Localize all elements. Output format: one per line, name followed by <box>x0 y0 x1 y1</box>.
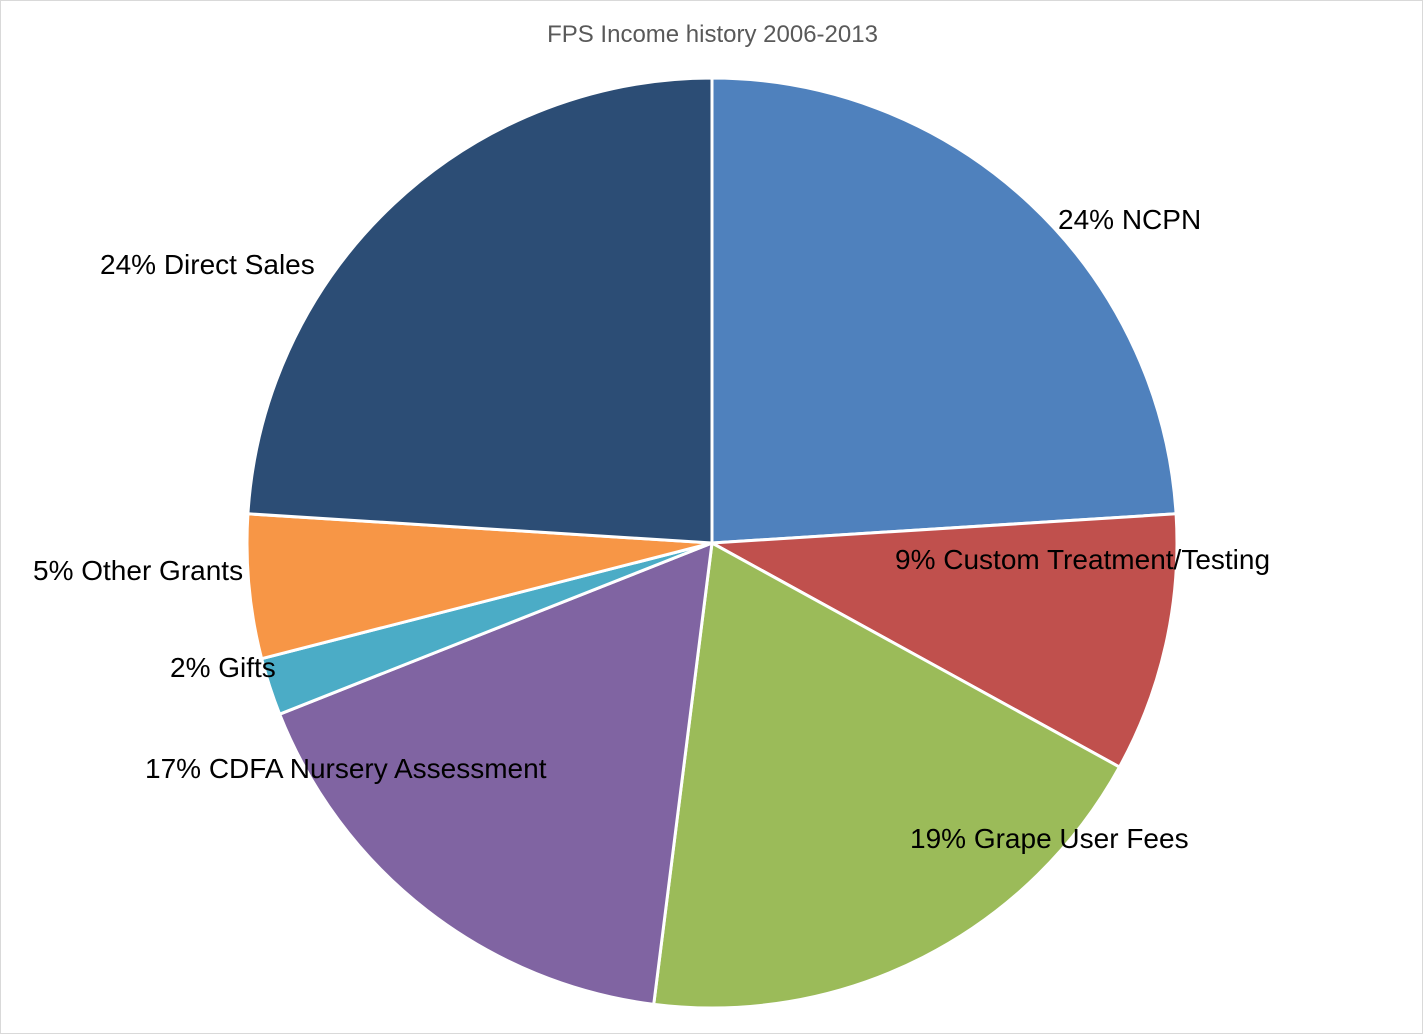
pie-slice-ncpn <box>710 76 1178 545</box>
pie-slices <box>245 76 1179 1010</box>
data-label-custom-treatment-testing: 9% Custom Treatment/Testing <box>895 544 1270 575</box>
data-label-gifts: 2% Gifts <box>170 652 276 683</box>
data-label-ncpn: 24% NCPN <box>1058 204 1201 235</box>
data-label-cdfa-nursery-assessment: 17% CDFA Nursery Assessment <box>145 753 547 784</box>
data-label-direct-sales: 24% Direct Sales <box>100 249 315 280</box>
pie-labels: 24% NCPN 9% Custom Treatment/Testing 19% G… <box>33 204 1270 854</box>
pie-slice-cdfa-nursery-assessment <box>278 541 714 1006</box>
data-label-other-grants: 5% Other Grants <box>33 555 243 586</box>
pie-slice-direct-sales <box>246 76 714 545</box>
data-label-grape-user-fees: 19% Grape User Fees <box>910 823 1189 854</box>
pie-slice-grape-user-fees <box>652 541 1121 1010</box>
pie-slice-custom-treatment-testing <box>710 512 1179 769</box>
chart-title: FPS Income history 2006-2013 <box>547 21 878 48</box>
pie-slice-other-grants <box>245 512 714 661</box>
